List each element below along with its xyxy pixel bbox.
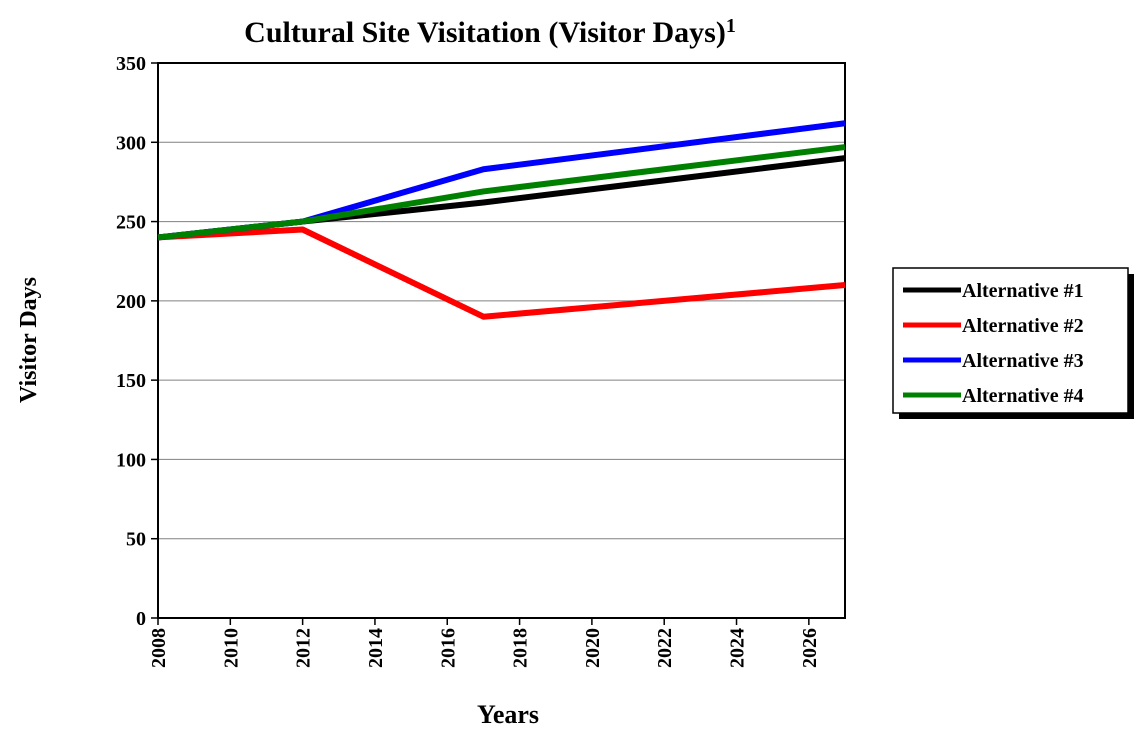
- y-tick-label: 150: [116, 370, 146, 392]
- x-tick-label: 2018: [510, 628, 532, 668]
- y-tick-label: 0: [136, 608, 146, 630]
- title-text: Cultural Site Visitation (Visitor Days): [244, 16, 726, 49]
- x-tick-label: 2008: [148, 628, 170, 668]
- series-line: [157, 226, 846, 320]
- x-tick-label: 2024: [727, 628, 749, 668]
- legend-label: Alternative #1: [962, 280, 1084, 302]
- series-line: [157, 144, 846, 241]
- y-tick-label: 200: [116, 291, 146, 313]
- y-tick-label: 300: [116, 132, 146, 154]
- legend-label: Alternative #4: [962, 385, 1084, 407]
- lines: [157, 120, 846, 320]
- y-tick-label: 250: [116, 212, 146, 234]
- x-tick-label: 2022: [654, 628, 676, 668]
- series-line: [157, 120, 846, 241]
- title-superscript: 1: [726, 15, 736, 37]
- y-tick-label: 100: [116, 449, 146, 471]
- y-axis-label: Visitor Days: [16, 277, 42, 403]
- legend: Alternative #1 Alternative #2 Alternative …: [892, 267, 1134, 419]
- x-axis-label: Years: [477, 700, 539, 729]
- x-tick-label: 2016: [437, 628, 459, 668]
- y-tick-label: 50: [126, 529, 146, 551]
- chart-title: Cultural Site Visitation (Visitor Days)1: [244, 15, 736, 49]
- x-tick-label: 2014: [365, 628, 387, 668]
- legend-label: Alternative #2: [962, 315, 1084, 337]
- legend-label: Alternative #3: [962, 350, 1084, 372]
- grid: 0 50 100 150 200 250 300 350 2008 2010 2012 2014 201…: [116, 53, 846, 668]
- x-tick-label: 2020: [582, 628, 604, 668]
- x-tick-label: 2010: [220, 628, 242, 668]
- y-tick-label: 350: [116, 53, 146, 75]
- plot-border: [157, 62, 846, 619]
- x-tick-label: 2026: [799, 628, 821, 668]
- x-tick-label: 2012: [293, 628, 315, 668]
